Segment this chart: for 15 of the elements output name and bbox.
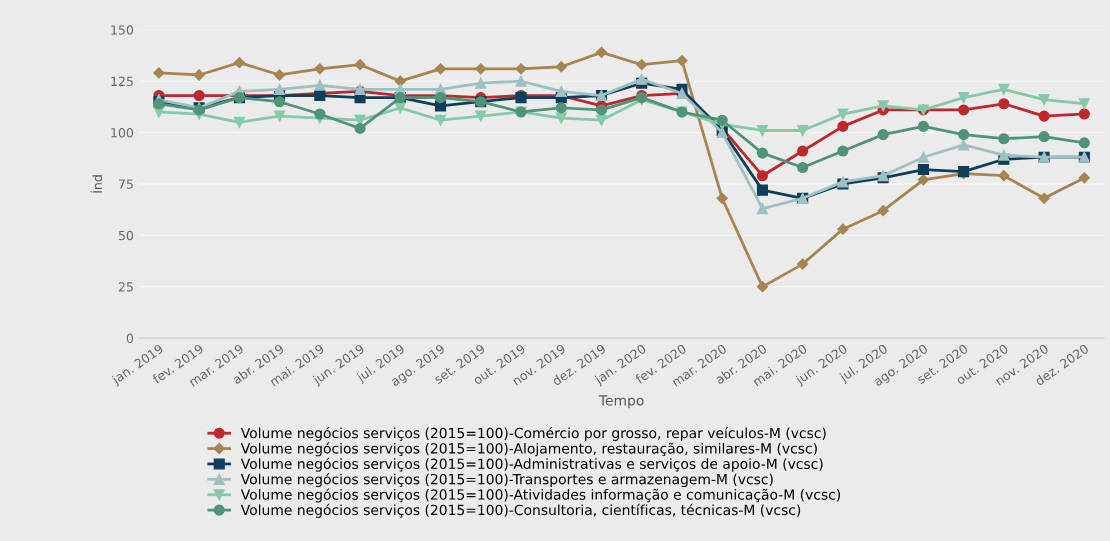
y-tick-label: 75	[119, 179, 133, 189]
y-tick-label: 100	[111, 128, 134, 138]
y-tick-label: 125	[111, 76, 133, 87]
y-tick-label: 150	[111, 25, 134, 35]
legend-label: Volume negócios serviços (2015=100)-Transportes e armazenagem-M (vcsc)	[240, 473, 773, 488]
x-axis-title: Tempo	[598, 395, 644, 409]
y-tick-label: 25	[118, 282, 133, 292]
legend-label: Volume negócios serviços (2015=100)-Alojamento, restauração, similares-M (vcsc)	[240, 442, 817, 457]
y-tick-label: 0	[126, 333, 134, 344]
legend-label: Volume negócios serviços (2015=100)-Consultoria, científicas, técnicas-M (vcsc)	[240, 503, 801, 518]
legend-label: Volume negócios serviços (2015=100)-Administrativas e serviços de apoio-M (vcsc)	[240, 457, 823, 472]
legend-label: Volume negócios serviços (2015=100)-Atividades informação e comunicação-M (vcsc)	[240, 488, 841, 503]
legend-label: Volume negócios serviços (2015=100)-Comércio por grosso, repar veículos-M (vcsc)	[240, 426, 826, 441]
y-axis-title: Índ	[90, 175, 103, 193]
y-tick-label: 50	[118, 230, 134, 241]
